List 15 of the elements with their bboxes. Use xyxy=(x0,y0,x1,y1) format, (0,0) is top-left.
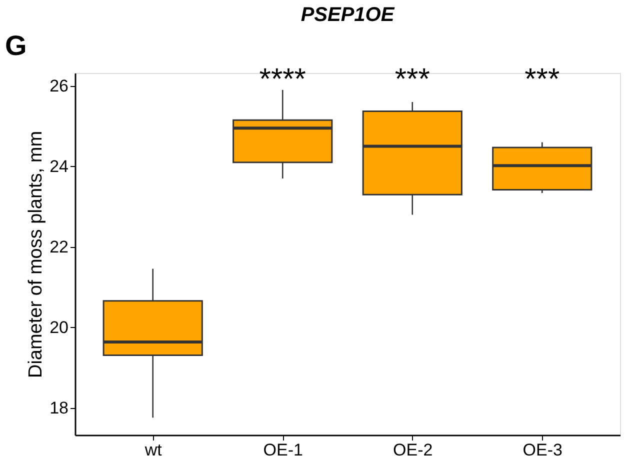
y-tick-label: 24 xyxy=(50,156,68,176)
chart-title: PSEP1OE xyxy=(300,4,395,26)
y-tick-label: 18 xyxy=(50,398,68,418)
annotation: **** xyxy=(259,63,306,96)
x-tick-label: OE-1 xyxy=(263,440,303,460)
x-tick-label: OE-2 xyxy=(393,440,433,460)
annotation: *** xyxy=(394,63,430,96)
y-tick-label: 26 xyxy=(50,76,68,96)
y-axis-title: Diameter of moss plants, mm xyxy=(26,130,47,378)
y-tick-label: 20 xyxy=(50,318,68,337)
y-tick-label: 22 xyxy=(50,237,68,256)
text: G xyxy=(5,30,27,61)
x-tick-label: wt xyxy=(144,440,162,460)
x-tick-label: OE-3 xyxy=(522,440,562,460)
annotation: *** xyxy=(524,63,560,96)
